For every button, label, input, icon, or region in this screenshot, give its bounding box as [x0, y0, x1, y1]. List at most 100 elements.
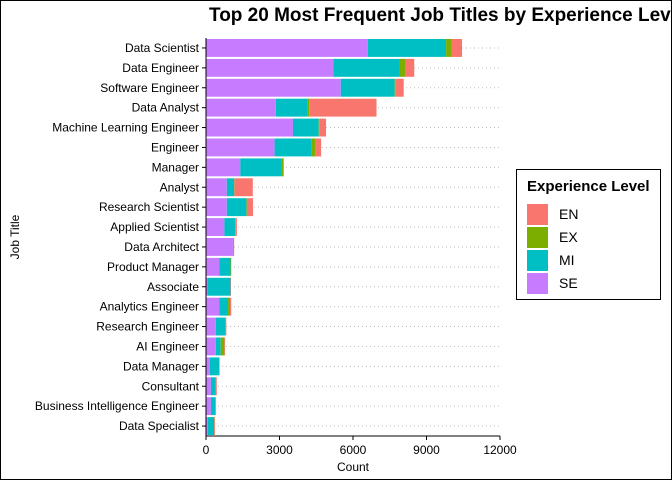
x-tick-labels: 0 3000 6000 9000 12000 — [203, 435, 517, 457]
bar-segment — [207, 417, 215, 436]
bar-segment — [206, 98, 276, 117]
bar-segment — [206, 198, 227, 217]
bars — [206, 38, 463, 436]
x-tick-label: 6000 — [340, 443, 367, 457]
bar-segment — [340, 78, 395, 97]
y-tick-label: Analyst — [160, 180, 200, 194]
x-tick-label: 9000 — [413, 443, 440, 457]
bar-segment — [206, 317, 216, 336]
bar-segment — [206, 118, 293, 137]
bar-segment — [206, 158, 241, 177]
bar-segment — [319, 118, 327, 137]
legend-swatch — [527, 204, 548, 225]
y-tick-label: Business Intelligence Engineer — [35, 399, 199, 413]
y-tick-label: Product Manager — [107, 260, 199, 274]
bar-segment — [399, 58, 406, 77]
bar-segment — [215, 337, 221, 356]
bar-segment — [226, 198, 247, 217]
x-tick-label: 3000 — [266, 443, 293, 457]
x-tick-label: 12000 — [483, 443, 517, 457]
legend-label: SE — [559, 275, 578, 291]
legend-swatch — [527, 273, 548, 294]
bar-segment — [230, 297, 232, 316]
bar-segment — [206, 58, 334, 77]
bar-segment — [206, 237, 233, 256]
y-tick-label: Analytics Engineer — [100, 300, 199, 314]
y-tick-label: Manager — [152, 160, 199, 174]
bar-segment — [283, 158, 284, 177]
y-tick-label: Research Engineer — [96, 320, 199, 334]
bar-segment — [219, 297, 229, 316]
bar-segment — [307, 98, 310, 117]
bar-segment — [315, 138, 322, 157]
bar-segment — [309, 98, 377, 117]
legend-title: Experience Level — [527, 178, 650, 195]
y-axis-label: Job Title — [8, 214, 22, 259]
bar-segment — [292, 118, 319, 137]
bar-segment — [206, 38, 368, 57]
bar-segment — [235, 218, 237, 237]
bar-segment — [446, 38, 451, 57]
bar-segment — [206, 138, 275, 157]
bar-segment — [206, 78, 341, 97]
bar-segment — [206, 337, 216, 356]
y-tick-labels: Data Scientist Data Engineer Software Engi… — [35, 38, 207, 436]
bar-segment — [224, 337, 226, 356]
legend-label: MI — [559, 252, 575, 268]
bar-segment — [206, 377, 211, 396]
bar-segment — [215, 397, 217, 416]
y-tick-label: Data Specialist — [119, 419, 200, 433]
y-tick-label: Applied Scientist — [110, 220, 199, 234]
legend-swatch — [527, 250, 548, 271]
y-tick-label: Data Analyst — [132, 101, 200, 115]
x-axis-label: Count — [337, 460, 370, 474]
bar-segment — [240, 158, 282, 177]
bar-segment — [206, 357, 210, 376]
bar-segment — [224, 218, 236, 237]
y-tick-label: Associate — [147, 280, 199, 294]
bar-segment — [206, 178, 227, 197]
bar-segment — [206, 397, 211, 416]
legend: Experience Level EN EX MI SE — [516, 169, 661, 300]
y-tick-label: Data Scientist — [125, 41, 200, 55]
x-tick-label: 0 — [203, 443, 210, 457]
legend-swatch — [527, 227, 548, 248]
bar-segment — [232, 237, 234, 256]
bar-segment — [214, 417, 216, 436]
bar-segment — [246, 198, 254, 217]
bar-segment — [311, 138, 316, 157]
bar-segment — [226, 178, 235, 197]
y-tick-label: Engineer — [151, 140, 199, 154]
bar-segment — [395, 78, 404, 97]
y-tick-label: Data Engineer — [122, 61, 199, 75]
y-tick-label: Machine Learning Engineer — [52, 121, 199, 135]
bar-segment — [206, 297, 220, 316]
bar-segment — [333, 58, 400, 77]
bar-segment — [451, 38, 463, 57]
bar-segment — [275, 98, 308, 117]
y-tick-label: Data Manager — [123, 359, 199, 373]
legend-label: EN — [559, 206, 579, 222]
y-tick-label: Research Scientist — [99, 200, 200, 214]
bar-segment — [228, 297, 231, 316]
bar-segment — [206, 417, 208, 436]
y-tick-label: AI Engineer — [136, 339, 199, 353]
bar-segment — [219, 257, 231, 276]
bar-segment — [216, 377, 217, 396]
bar-segment — [405, 58, 415, 77]
bar-segment — [209, 357, 219, 376]
bar-segment — [207, 277, 231, 296]
bar-segment — [215, 317, 226, 336]
bar-segment — [281, 158, 284, 177]
y-tick-label: Software Engineer — [100, 81, 199, 95]
bar-segment — [220, 337, 225, 356]
bar-segment — [234, 178, 253, 197]
y-tick-label: Consultant — [142, 379, 200, 393]
chart-title: Top 20 Most Frequent Job Titles by Exper… — [209, 5, 671, 26]
bar-segment — [206, 257, 220, 276]
y-tick-label: Data Architect — [124, 240, 199, 254]
bar-segment — [210, 377, 216, 396]
bar-segment — [210, 397, 216, 416]
